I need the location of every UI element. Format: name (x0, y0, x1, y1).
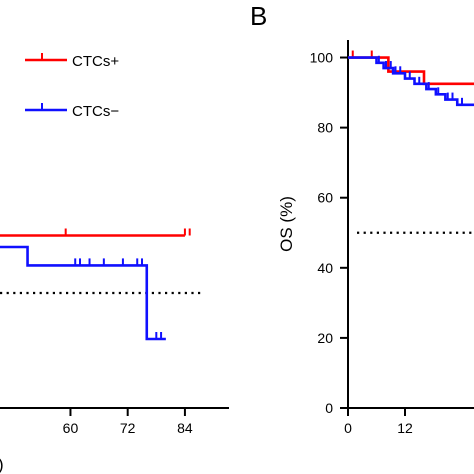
right-x-tick-label: 0 (344, 420, 352, 436)
right-curve-ctcs-positive (348, 56, 474, 86)
left-x-tick-label: 72 (120, 420, 136, 436)
legend-entry-ctcs-positive: CTCs+ (25, 53, 119, 70)
legend-entry-ctcs-negative: CTCs− (25, 103, 119, 120)
right-y-tick-label: 100 (310, 50, 334, 66)
right-y-ticks: 0 20 40 60 80 100 (310, 50, 348, 416)
right-y-tick-label: 80 (317, 120, 333, 136)
panel-label-b: B (250, 1, 267, 31)
right-y-tick-label: 20 (317, 330, 333, 346)
left-x-tick-label: 60 (63, 420, 79, 436)
right-y-tick-label: 0 (325, 400, 333, 416)
right-y-tick-label: 60 (317, 190, 333, 206)
right-y-axis-title: OS (%) (277, 196, 296, 252)
right-x-tick-label: 12 (397, 420, 413, 436)
right-survival-curves (348, 50, 474, 107)
legend: CTCs+ CTCs− (25, 53, 119, 120)
bottom-left-label-fragment: ) (0, 455, 4, 474)
left-km-panel: 60 72 84 CTCs+ CTCs− ) (0, 53, 229, 474)
legend-label-ctcs-negative: CTCs− (72, 103, 119, 120)
left-survival-curves (0, 228, 191, 341)
right-x-ticks: 0 12 (344, 408, 413, 436)
right-curve-ctcs-negative (348, 56, 474, 107)
legend-label-ctcs-positive: CTCs+ (72, 53, 119, 70)
right-y-tick-label: 40 (317, 260, 333, 276)
left-x-ticks: 60 72 84 (63, 408, 193, 436)
right-km-panel-b: B 0 20 40 60 80 100 0 12 OS (%) (250, 1, 474, 436)
left-curve-ctcs-negative (0, 245, 166, 341)
left-x-tick-label: 84 (177, 420, 193, 436)
